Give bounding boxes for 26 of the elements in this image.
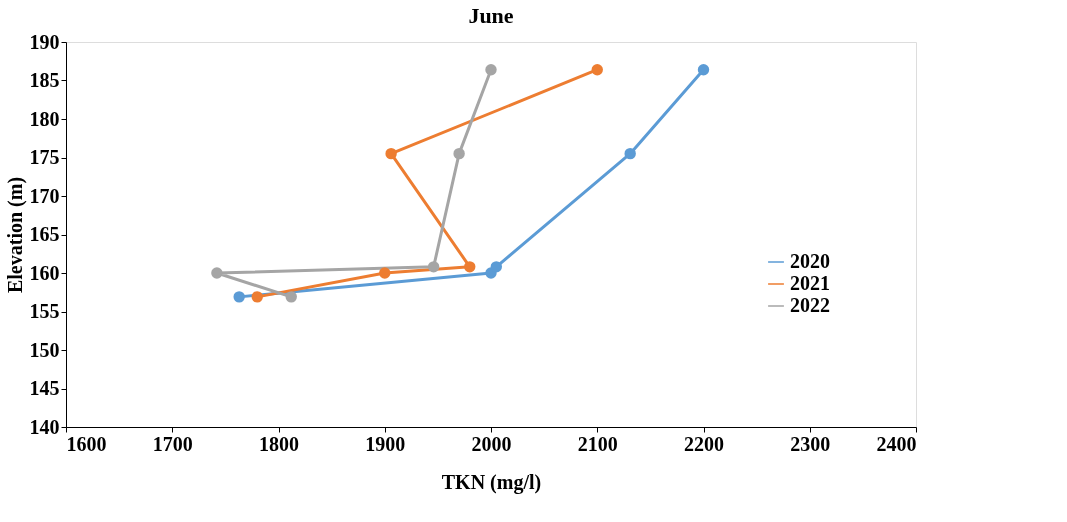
x-tick-label: 1900 (365, 432, 406, 455)
x-tick-label: 2400 (876, 432, 917, 455)
y-tick-label: 140 (29, 415, 60, 438)
x-tick-label: 2200 (684, 432, 724, 455)
x-tick-label: 1600 (66, 432, 107, 455)
y-tick-label: 155 (29, 300, 60, 322)
legend-label: 2020 (790, 250, 830, 272)
y-tick-label: 160 (29, 261, 60, 284)
y-tick-label: 150 (29, 338, 60, 361)
y-tick-label: 190 (29, 30, 60, 53)
y-tick-label: 180 (29, 107, 60, 130)
x-tick-label: 1700 (152, 432, 193, 455)
y-tick-label: 165 (29, 223, 60, 245)
x-tick-label: 2100 (577, 432, 618, 455)
y-tick-label: 175 (29, 146, 60, 168)
x-axis-title: TKN (mg/l) (441, 470, 542, 494)
x-tick-label: 2300 (790, 432, 831, 455)
y-axis-title: Elevation (m) (3, 176, 27, 294)
chart-title: June (468, 3, 514, 28)
y-tick-label: 185 (29, 69, 60, 91)
y-tick-label: 170 (29, 184, 60, 207)
x-tick-label: 1800 (259, 432, 299, 455)
x-tick-label: 2000 (471, 432, 512, 455)
legend-label: 2021 (790, 272, 830, 294)
y-tick-label: 145 (29, 377, 60, 399)
legend-label: 2022 (790, 294, 830, 316)
